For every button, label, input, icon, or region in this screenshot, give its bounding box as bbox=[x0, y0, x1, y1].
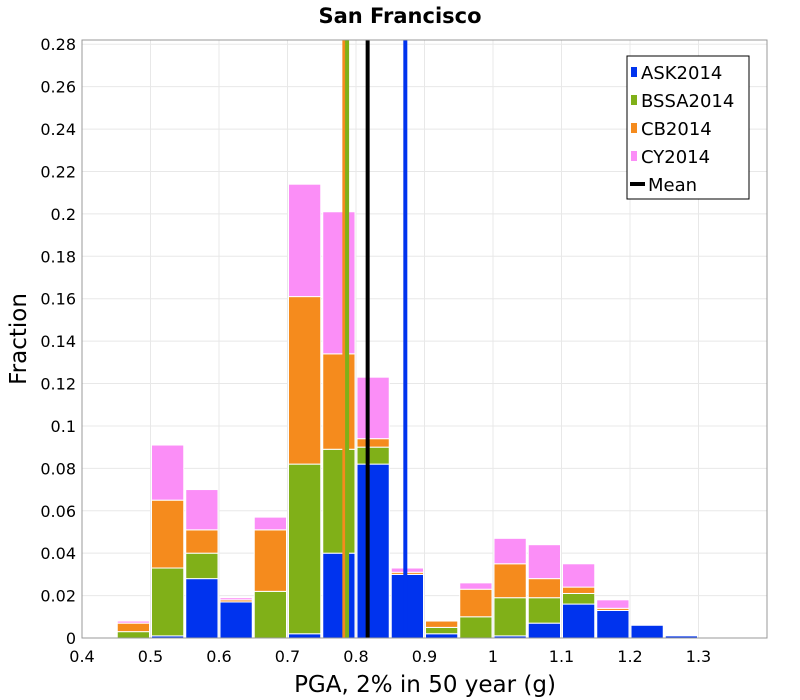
bar-bssa2014 bbox=[493, 597, 527, 637]
bar-ask2014 bbox=[596, 609, 630, 639]
bar-ask2014 bbox=[562, 603, 596, 639]
bar-cy2014 bbox=[288, 183, 322, 298]
x-tick-label: 0.7 bbox=[275, 647, 300, 666]
bar-cy2014 bbox=[527, 544, 561, 580]
x-tick-label: 1.2 bbox=[617, 647, 642, 666]
x-tick-label: 0.4 bbox=[69, 647, 94, 666]
bar-cb2014 bbox=[116, 622, 150, 633]
x-tick-label: 1 bbox=[488, 647, 498, 666]
bar-ask2014 bbox=[630, 624, 664, 639]
x-tick-labels: 0.4 0.5 0.6 0.7 0.8 0.9 1 1.1 1.2 1.3 bbox=[69, 647, 711, 666]
bar-ask2014 bbox=[322, 552, 356, 639]
bar-bssa2014 bbox=[562, 592, 596, 605]
y-tick-label: 0.14 bbox=[40, 332, 76, 351]
legend: ASK2014 BSSA2014 CB2014 CY2014 Mean bbox=[626, 55, 750, 200]
bar-cy2014 bbox=[116, 620, 150, 624]
x-tick-label: 0.6 bbox=[206, 647, 231, 666]
y-tick-label: 0 bbox=[66, 629, 76, 648]
bar-cy2014 bbox=[459, 582, 493, 590]
legend-swatch-cy2014 bbox=[631, 151, 637, 161]
bar-cy2014 bbox=[390, 567, 424, 573]
legend-label: BSSA2014 bbox=[641, 91, 734, 112]
y-tick-label: 0.08 bbox=[40, 459, 76, 478]
bar-cb2014 bbox=[527, 578, 561, 599]
bar-bssa2014 bbox=[116, 631, 150, 639]
bar-cb2014 bbox=[151, 499, 185, 569]
y-axis-label: Fraction bbox=[6, 293, 32, 385]
bar-ask2014 bbox=[288, 633, 322, 639]
legend-swatch-cb2014 bbox=[631, 123, 637, 133]
x-tick-label: 0.9 bbox=[412, 647, 437, 666]
bar-bssa2014 bbox=[356, 446, 390, 465]
y-tick-label: 0.22 bbox=[40, 162, 76, 181]
y-tick-label: 0.28 bbox=[40, 35, 76, 54]
bar-bssa2014 bbox=[459, 616, 493, 639]
mean-lines bbox=[342, 40, 408, 638]
legend-label: CY2014 bbox=[641, 147, 710, 168]
y-tick-label: 0.12 bbox=[40, 375, 76, 394]
y-tick-label: 0.26 bbox=[40, 78, 76, 97]
bar-cy2014 bbox=[356, 376, 390, 440]
bar-cy2014 bbox=[151, 444, 185, 501]
y-tick-label: 0.2 bbox=[51, 205, 76, 224]
bar-bssa2014 bbox=[527, 597, 561, 624]
bar-cy2014 bbox=[253, 516, 287, 531]
legend-label: CB2014 bbox=[641, 119, 712, 140]
bar-bssa2014 bbox=[151, 567, 185, 637]
bar-cy2014 bbox=[322, 211, 356, 355]
bar-bssa2014 bbox=[253, 590, 287, 639]
bar-bssa2014 bbox=[425, 626, 459, 635]
bar-cy2014 bbox=[185, 489, 219, 531]
plot-frame bbox=[81, 39, 768, 639]
bar-cy2014 bbox=[219, 597, 253, 601]
bar-bssa2014 bbox=[185, 552, 219, 580]
legend-box bbox=[626, 55, 750, 200]
bar-cb2014 bbox=[253, 529, 287, 592]
bar-ask2014 bbox=[425, 633, 459, 639]
x-tick-label: 0.8 bbox=[343, 647, 368, 666]
bar-cb2014 bbox=[562, 586, 596, 594]
bar-ask2014 bbox=[390, 573, 424, 639]
bar-ask2014 bbox=[185, 578, 219, 639]
bar-ask2014 bbox=[356, 463, 390, 639]
x-tick-label: 1.3 bbox=[686, 647, 711, 666]
y-tick-label: 0.18 bbox=[40, 247, 76, 266]
legend-label: Mean bbox=[648, 175, 697, 196]
y-tick-label: 0.06 bbox=[40, 502, 76, 521]
bar-cb2014 bbox=[493, 563, 527, 599]
bar-cy2014 bbox=[562, 563, 596, 588]
bar-ask2014 bbox=[527, 622, 561, 639]
bar-ask2014 bbox=[219, 601, 253, 639]
bar-cy2014 bbox=[493, 537, 527, 565]
y-tick-label: 0.1 bbox=[51, 417, 76, 436]
bar-cb2014 bbox=[185, 529, 219, 554]
bar-cy2014 bbox=[596, 599, 630, 609]
legend-swatch-ask2014 bbox=[631, 67, 637, 77]
y-tick-label: 0.24 bbox=[40, 120, 76, 139]
x-axis-label: PGA, 2% in 50 year (g) bbox=[294, 672, 556, 698]
legend-label: ASK2014 bbox=[641, 63, 722, 84]
y-tick-labels: 0 0.02 0.04 0.06 0.08 0.1 0.12 0.14 0.16 0.18 0.2 0… bbox=[40, 35, 76, 648]
bar-bssa2014 bbox=[322, 448, 356, 554]
bar-cb2014 bbox=[356, 438, 390, 448]
chart-title: San Francisco bbox=[318, 4, 481, 28]
bar-cb2014 bbox=[459, 588, 493, 618]
bar-cb2014 bbox=[322, 353, 356, 450]
x-tick-label: 0.5 bbox=[138, 647, 163, 666]
legend-swatch-bssa2014 bbox=[631, 95, 637, 105]
bar-bssa2014 bbox=[288, 463, 322, 635]
x-tick-label: 1.1 bbox=[549, 647, 574, 666]
y-tick-label: 0.16 bbox=[40, 290, 76, 309]
bars bbox=[116, 183, 698, 639]
y-tick-label: 0.02 bbox=[40, 587, 76, 606]
bar-cb2014 bbox=[425, 620, 459, 628]
y-tick-label: 0.04 bbox=[40, 544, 76, 563]
bar-cb2014 bbox=[288, 296, 322, 465]
